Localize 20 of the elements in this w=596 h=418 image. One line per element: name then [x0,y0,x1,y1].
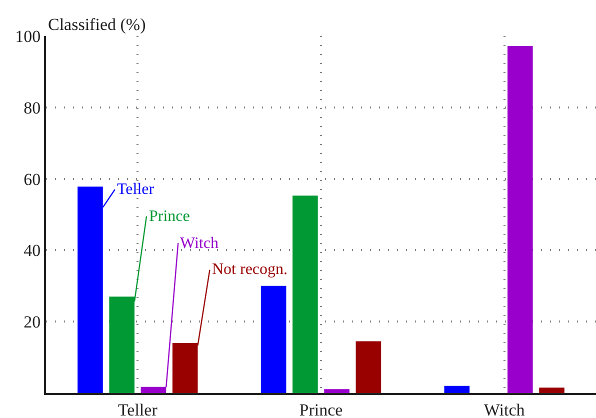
bar [260,286,286,393]
legend-label: Teller [117,181,155,198]
bar [324,389,350,393]
bar [539,388,564,393]
text: Prince [149,208,190,225]
y-tick-label: 80 [24,98,41,118]
x-tick-label: Prince [299,400,343,418]
text: Not recogn. [212,261,288,278]
bar [508,46,533,393]
bar [356,341,382,393]
y-tick-label: 100 [15,26,41,46]
x-tick-label: Teller [118,400,158,418]
bar [292,196,318,393]
x-tick-label: Witch [484,400,526,418]
y-tick-label: 60 [24,170,41,189]
y-axis-title: Classified (%) [48,15,146,34]
y-tick-label: 20 [24,312,41,332]
bar [444,386,470,393]
text: Witch [180,235,218,252]
y-tick-label: 40 [24,241,41,260]
